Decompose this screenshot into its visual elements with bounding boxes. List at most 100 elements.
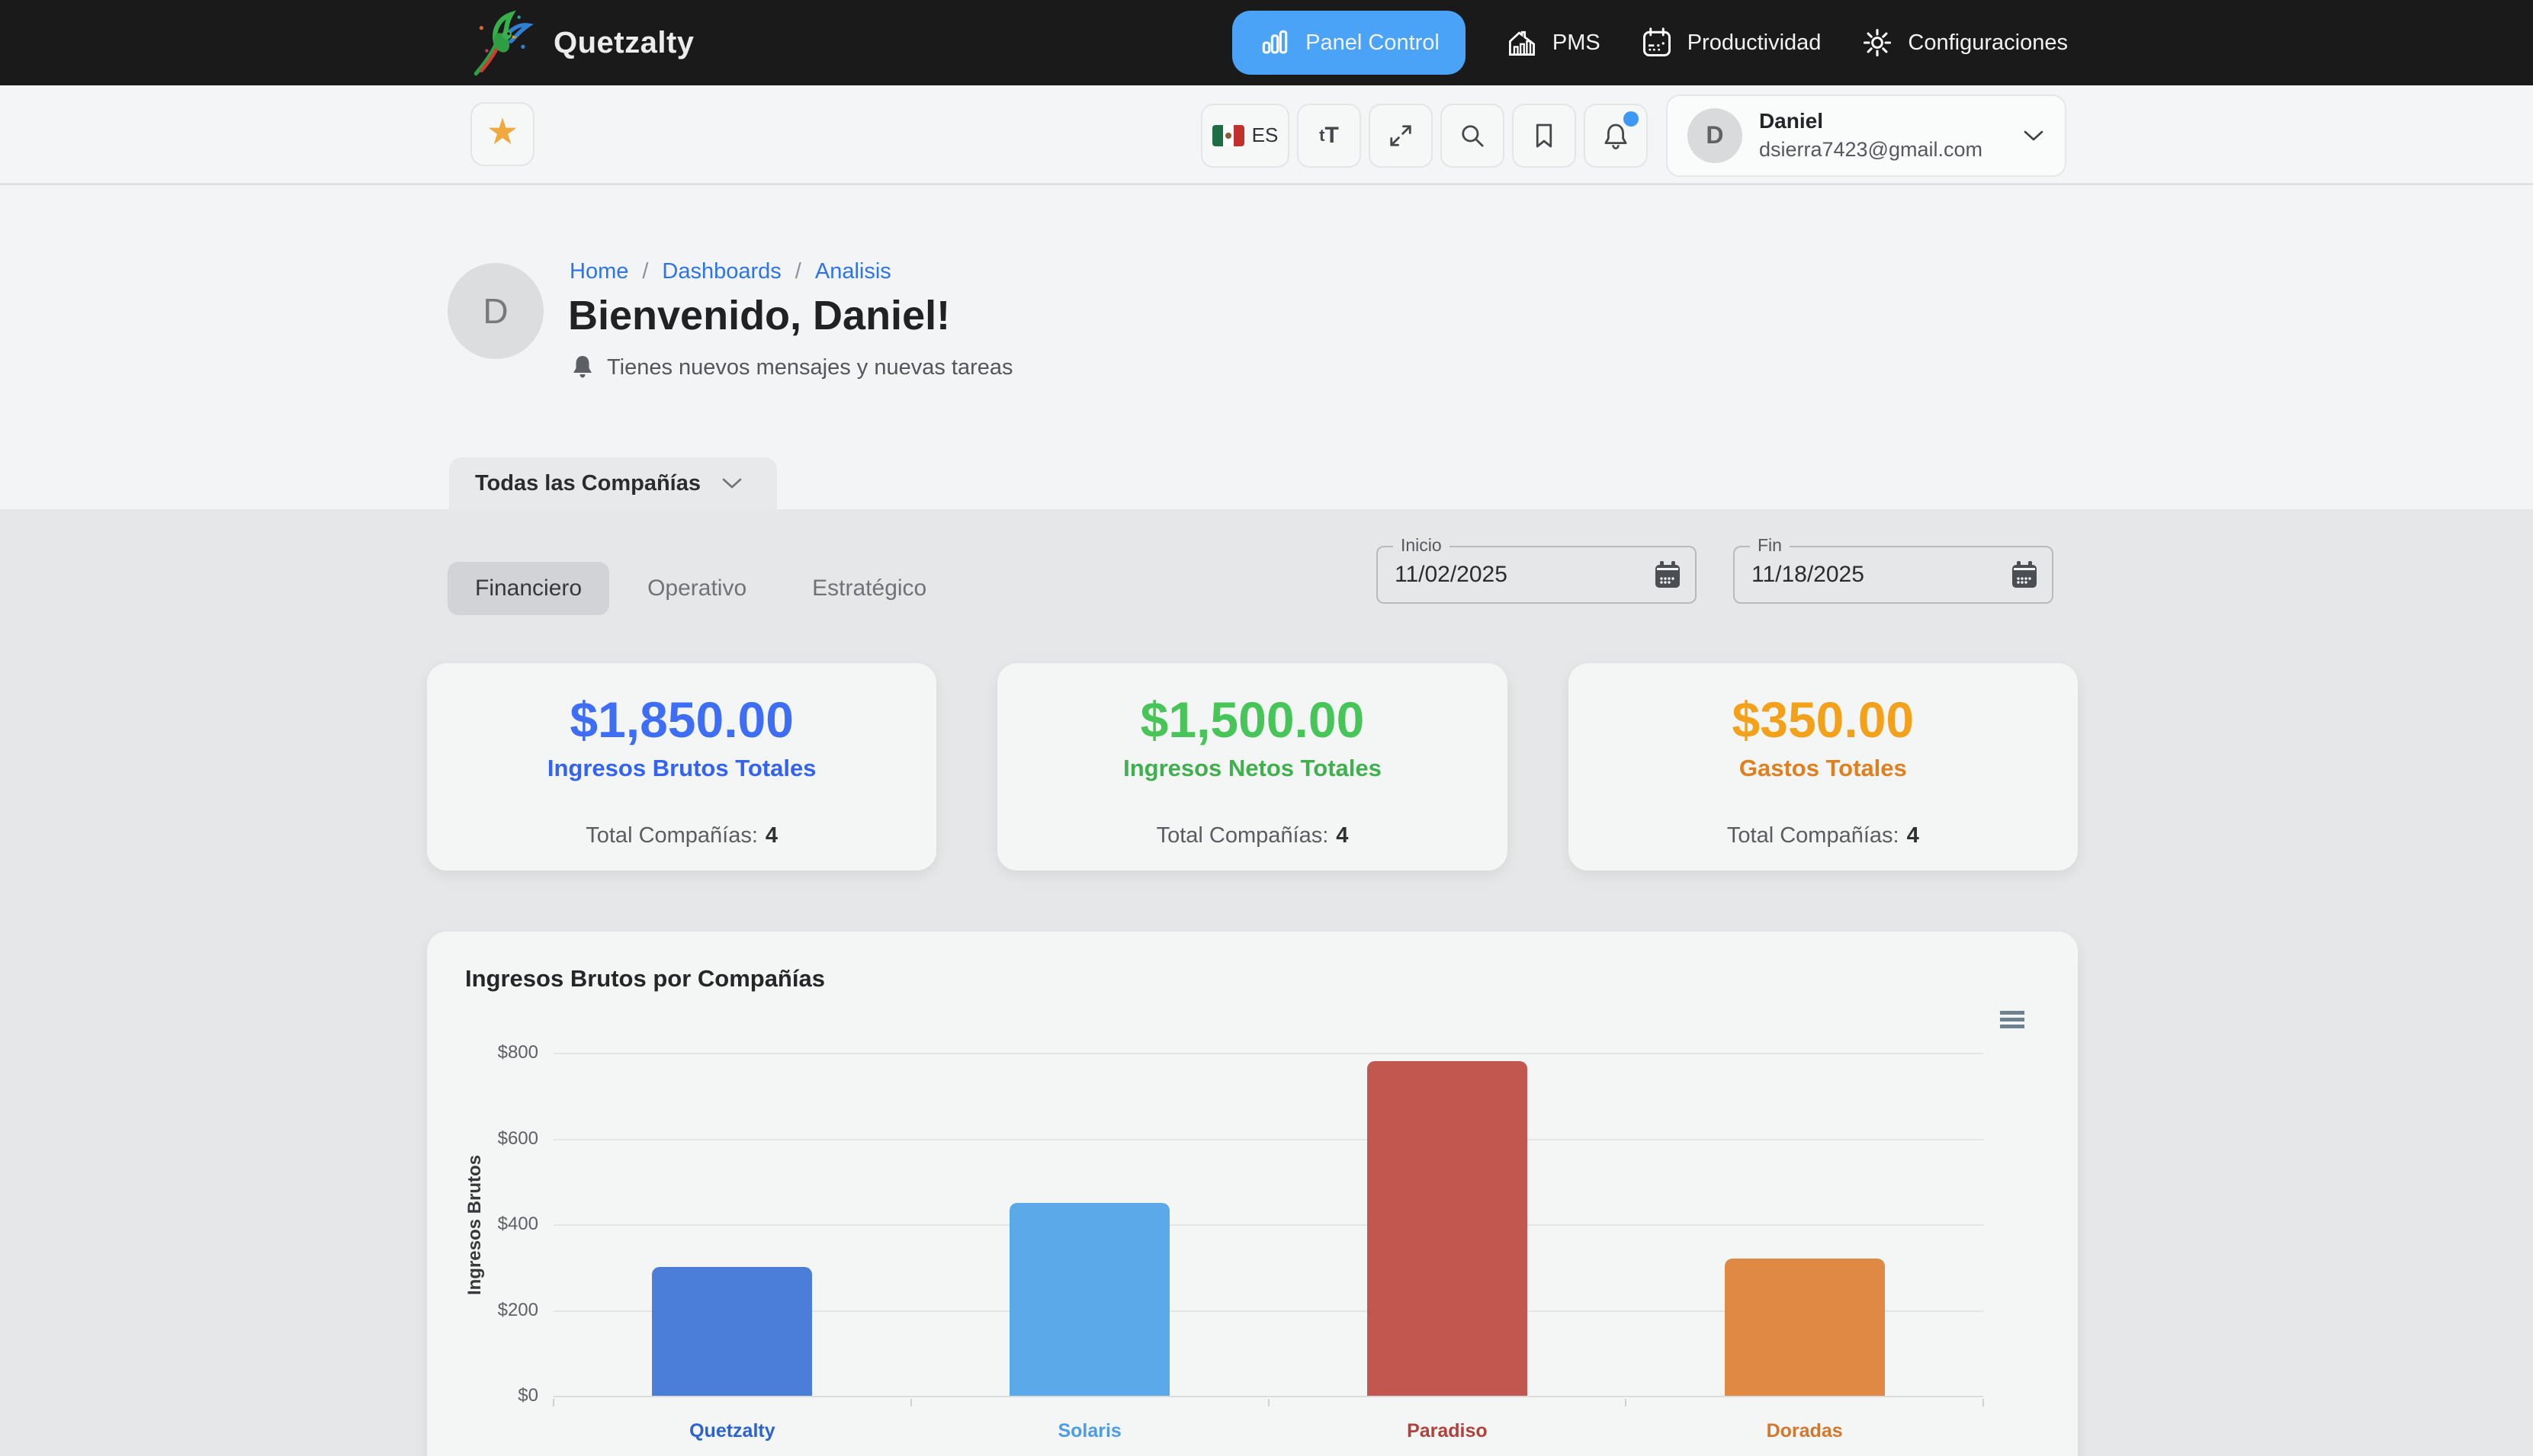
end-date-value: 11/18/2025 xyxy=(1751,562,1864,587)
hamburger-menu-icon[interactable] xyxy=(2000,1011,2024,1031)
x-axis-label-solaris: Solaris xyxy=(1058,1420,1122,1442)
nav-productividad[interactable]: Productividad xyxy=(1640,26,1822,59)
calendar-icon xyxy=(1642,27,1671,56)
search-button[interactable] xyxy=(1440,103,1504,168)
calendar-icon xyxy=(1655,561,1680,588)
notifications-button[interactable] xyxy=(1583,103,1648,168)
language-button[interactable]: ES xyxy=(1200,103,1289,168)
tab-operativo[interactable]: Operativo xyxy=(647,576,747,601)
breadcrumb-dashboards[interactable]: Dashboards xyxy=(662,259,782,284)
favorite-button[interactable]: ★ xyxy=(470,102,535,166)
stat-total: Total Compañías: 4 xyxy=(586,823,779,848)
end-date-label: Fin xyxy=(1750,535,1790,556)
bar-doradas[interactable] xyxy=(1724,1259,1885,1396)
nav-label: Panel Control xyxy=(1305,30,1440,55)
top-navigation: Panel Control PMS xyxy=(1232,11,2068,75)
user-email: dsierra7423@gmail.com xyxy=(1758,138,1982,161)
x-axis-label-doradas: Doradas xyxy=(1766,1420,1843,1442)
property-building-icon xyxy=(1508,30,1535,56)
bar-solaris[interactable] xyxy=(1010,1202,1170,1396)
breadcrumb: Home / Dashboards / Analisis xyxy=(570,259,891,284)
quetzal-bird-logo-icon xyxy=(474,10,534,76)
bell-icon xyxy=(1604,123,1627,149)
chart-card: Ingresos Brutos por Compañías Ingresos B… xyxy=(427,932,2078,1456)
stats-row: $1,850.00 Ingresos Brutos Totales Total … xyxy=(427,663,2078,871)
search-icon xyxy=(1462,124,1484,147)
x-axis-tickmark xyxy=(1982,1399,1984,1406)
bar-quetzalty[interactable] xyxy=(652,1267,813,1396)
stat-label: Gastos Totales xyxy=(1738,755,1907,781)
chart-plot: Quetzalty Solaris Paradiso Doradas xyxy=(553,1053,1984,1442)
stat-total: Total Compañías: 4 xyxy=(1156,823,1349,848)
stat-amount: $1,850.00 xyxy=(570,691,794,748)
y-axis-title: Ingresos Brutos xyxy=(464,1154,485,1296)
stat-amount: $350.00 xyxy=(1732,691,1915,748)
breadcrumb-home[interactable]: Home xyxy=(570,259,629,284)
nav-pms[interactable]: PMS xyxy=(1505,26,1600,59)
gridline xyxy=(554,1310,1983,1312)
nav-panel-control[interactable]: Panel Control xyxy=(1232,11,1466,75)
stat-card-ingresos-brutos: $1,850.00 Ingresos Brutos Totales Total … xyxy=(427,663,937,871)
nav-label: Configuraciones xyxy=(1908,30,2068,55)
bar-chart: Ingresos Brutos $0 $200 $400 $600 $800 Quetz… xyxy=(457,1042,1984,1442)
start-date-value: 11/02/2025 xyxy=(1395,562,1507,587)
x-axis-tickmark xyxy=(910,1399,912,1406)
bar-paradiso[interactable] xyxy=(1366,1061,1527,1396)
x-axis-label-quetzalty: Quetzalty xyxy=(689,1420,775,1442)
page-title: Bienvenido, Daniel! xyxy=(568,293,951,338)
bookmark-button[interactable] xyxy=(1511,103,1576,168)
y-axis-tick: $800 xyxy=(497,1042,538,1063)
gridline xyxy=(554,1138,1983,1140)
chevron-down-icon xyxy=(2024,130,2043,140)
stat-total: Total Compañías: 4 xyxy=(1726,823,1919,848)
bell-icon xyxy=(573,356,592,378)
stat-amount: $1,500.00 xyxy=(1140,691,1365,748)
gridline xyxy=(554,1224,1983,1226)
x-axis-tickmark xyxy=(1267,1399,1270,1406)
fullscreen-button[interactable] xyxy=(1368,103,1433,168)
bookmark-icon xyxy=(1536,123,1552,147)
start-date-input[interactable]: Inicio 11/02/2025 xyxy=(1376,535,1697,604)
x-axis-label-paradiso: Paradiso xyxy=(1407,1420,1488,1442)
nav-label: Productividad xyxy=(1687,30,1822,55)
nav-label: PMS xyxy=(1552,30,1600,55)
breadcrumb-analisis[interactable]: Analisis xyxy=(814,259,891,284)
brand-name: Quetzalty xyxy=(554,25,695,59)
tab-financiero[interactable]: Financiero xyxy=(448,562,610,615)
user-menu[interactable]: D Daniel dsierra7423@gmail.com xyxy=(1665,94,2066,177)
language-code: ES xyxy=(1251,123,1279,146)
view-tabs: Financiero Operativo Estratégico xyxy=(448,562,954,615)
gridline xyxy=(554,1053,1983,1054)
chevron-down-icon xyxy=(722,478,742,489)
company-filter-dropdown[interactable]: Todas las Compañías xyxy=(449,457,777,509)
user-avatar: D xyxy=(1687,107,1742,163)
bar-chart-icon xyxy=(1262,30,1288,54)
user-name: Daniel xyxy=(1758,109,1823,133)
welcome-section: D Home / Dashboards / Analisis Bienvenid… xyxy=(0,185,2533,509)
stat-card-gastos: $350.00 Gastos Totales Total Compañías: 4 xyxy=(1568,663,2078,871)
calendar-icon xyxy=(2012,561,2037,588)
star-icon: ★ xyxy=(486,112,519,152)
notification-dot xyxy=(1623,111,1639,127)
stat-label: Ingresos Brutos Totales xyxy=(547,755,817,781)
start-date-label: Inicio xyxy=(1393,535,1449,556)
welcome-message: Tienes nuevos mensajes y nuevas tareas xyxy=(570,354,1013,380)
end-date-input[interactable]: Fin 11/18/2025 xyxy=(1733,535,2053,604)
x-axis-tickmark xyxy=(553,1399,554,1406)
chart-y-labels: $0 $200 $400 $600 $800 xyxy=(493,1042,554,1406)
date-range-filter: Inicio 11/02/2025 Fin 11/18/2025 xyxy=(1376,535,2053,604)
stat-label: Ingresos Netos Totales xyxy=(1123,755,1382,781)
gear-icon xyxy=(1864,28,1892,57)
mexico-flag-icon xyxy=(1212,124,1244,146)
dashboard-panel: Financiero Operativo Estratégico Inicio … xyxy=(0,509,2533,1456)
tab-estrategico[interactable]: Estratégico xyxy=(812,576,927,601)
y-axis-tick: $600 xyxy=(497,1127,538,1149)
y-axis-tick: $0 xyxy=(518,1385,538,1406)
text-size-icon: t xyxy=(1319,125,1325,145)
y-axis-tick: $400 xyxy=(497,1214,538,1234)
fullscreen-icon xyxy=(1390,124,1411,146)
app-header: Quetzalty Panel Control PMS xyxy=(0,0,2533,85)
nav-configuraciones[interactable]: Configuraciones xyxy=(1860,26,2068,59)
